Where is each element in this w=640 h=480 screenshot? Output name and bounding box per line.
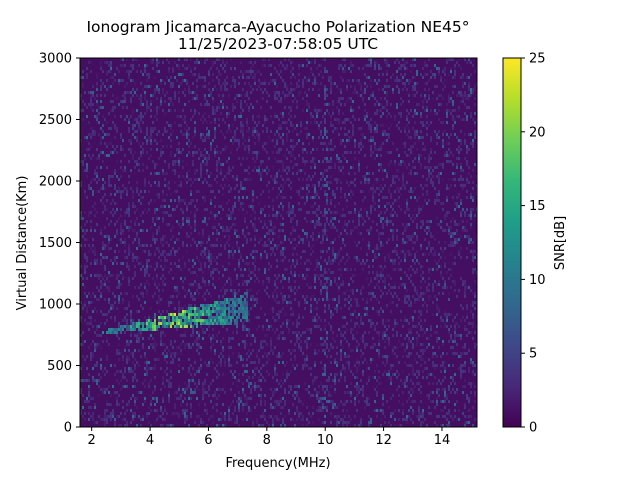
x-axis-label: Frequency(MHz): [225, 456, 330, 471]
x-tick-label: 4: [146, 433, 154, 448]
y-axis: 0 500 1000 1500 2000 2500 3000: [39, 52, 80, 436]
y-tick-label: 2000: [39, 175, 72, 190]
y-tick-label: 1000: [39, 298, 72, 313]
x-tick-label: 10: [317, 433, 334, 448]
heatmap-cells: [80, 58, 477, 427]
colorbar-tick-label: 0: [529, 421, 537, 436]
x-tick-label: 6: [204, 433, 212, 448]
colorbar-tick-label: 25: [529, 52, 546, 67]
colorbar-tick-label: 20: [529, 125, 546, 140]
x-axis: 2 4 6 8 10 12 14: [88, 427, 451, 448]
chart-title: Ionogram Jicamarca-Ayacucho Polarization…: [86, 18, 469, 36]
colorbar: [502, 57, 522, 428]
y-axis-label: Virtual Distance(Km): [15, 176, 30, 311]
x-tick-label: 2: [88, 433, 96, 448]
y-tick-label: 3000: [39, 52, 72, 67]
y-tick-label: 500: [47, 359, 72, 374]
colorbar-tick-label: 10: [529, 273, 546, 288]
colorbar-axis: 0 5 10 15 20 25: [521, 52, 546, 436]
y-tick-label: 0: [64, 421, 72, 436]
y-tick-label: 2500: [39, 113, 72, 128]
x-tick-label: 8: [263, 433, 271, 448]
y-tick-label: 1500: [39, 236, 72, 251]
heatmap: [80, 58, 477, 427]
colorbar-tick-label: 15: [529, 199, 546, 214]
colorbar-label: SNR[dB]: [553, 216, 568, 270]
x-tick-label: 12: [375, 433, 392, 448]
x-tick-label: 14: [434, 433, 451, 448]
colorbar-tick-label: 5: [529, 347, 537, 362]
chart-subtitle: 11/25/2023-07:58:05 UTC: [178, 35, 378, 53]
